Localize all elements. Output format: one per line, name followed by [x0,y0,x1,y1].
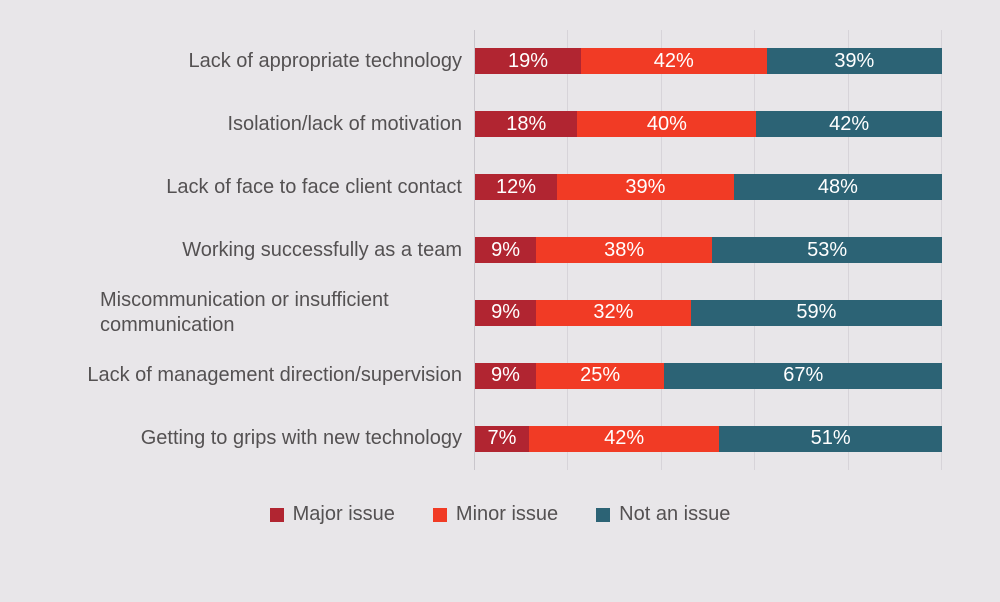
bar-segment-minor: 25% [535,362,665,389]
bar-segment-minor: 42% [580,48,767,75]
category-label: Lack of appropriate technology [188,49,462,72]
bar-row: Miscommunication or insufficient communi… [0,281,942,344]
chart-rows: Lack of appropriate technology 19% 42% 3… [0,30,942,470]
category-label: Getting to grips with new technology [140,427,462,450]
legend-label: Not an issue [619,503,731,525]
bar-value-label: 12% [496,175,537,198]
bar-segment-not: 53% [712,237,942,263]
bar-value-label: 39% [834,49,875,72]
legend-swatch-not [596,507,611,522]
stacked-bar: 9% 32% 59% [475,299,942,326]
chart-legend: Major issue Minor issue Not an issue [0,503,1000,526]
bar-value-label: 42% [829,112,870,135]
bar-segment-major: 7% [475,425,529,452]
bar-segment-minor: 32% [536,299,691,326]
bar-value-label: 42% [653,49,694,72]
stacked-bar: 7% 42% 51% [475,425,942,452]
bar-row: Lack of appropriate technology 19% 42% 3… [0,30,942,93]
bar-segment-not: 39% [766,48,942,75]
stacked-bar: 9% 25% 67% [475,362,942,389]
bar-value-label: 9% [490,364,520,387]
stacked-bar: 18% 40% 42% [475,111,942,138]
bar-segment-major: 19% [475,48,581,75]
bar-value-label: 51% [810,427,851,450]
bar-value-label: 7% [487,427,517,450]
bar-segment-not: 51% [719,425,942,452]
bar-value-label: 19% [507,49,548,72]
bar-segment-major: 9% [475,299,537,326]
category-label: Lack of face to face client contact [166,175,462,198]
bar-value-label: 40% [646,112,687,135]
bar-value-label: 42% [604,427,645,450]
category-label: Working successfully as a team [182,238,462,261]
bar-value-label: 67% [783,364,824,387]
legend-item-minor-issue: Minor issue [432,503,559,526]
legend-label: Minor issue [455,503,559,525]
category-label-text: Miscommunication or insufficient communi… [100,288,389,336]
bar-value-label: 48% [817,175,858,198]
bar-segment-minor: 39% [557,174,734,201]
bar-row: Lack of face to face client contact 12% … [0,156,942,219]
bar-value-label: 32% [593,301,634,324]
bar-segment-not: 42% [756,111,942,138]
legend-item-major-issue: Major issue [269,503,395,526]
legend-label: Major issue [292,503,395,525]
bar-row: Working successfully as a team 9% 38% 53… [0,219,942,282]
bar-row: Lack of management direction/supervision… [0,344,942,407]
bar-segment-minor: 38% [536,237,713,263]
stacked-bar: 19% 42% 39% [475,48,942,75]
stacked-bar: 9% 38% 53% [475,237,942,263]
bar-segment-major: 18% [475,111,578,138]
bar-segment-not: 59% [690,299,942,326]
bar-row: Isolation/lack of motivation 18% 40% 42% [0,93,942,156]
bar-segment-minor: 42% [528,425,720,452]
bar-value-label: 39% [625,175,666,198]
bar-segment-major: 9% [475,237,537,263]
bar-value-label: 59% [796,301,837,324]
gridline [474,30,475,470]
category-label: Lack of management direction/supervision [87,364,462,387]
stacked-bar: 12% 39% 48% [475,174,942,201]
bar-segment-not: 67% [664,362,942,389]
bar-row: Getting to grips with new technology 7% … [0,407,942,470]
bar-value-label: 9% [491,301,521,324]
category-label: Miscommunication or insufficient communi… [0,288,475,338]
bar-value-label: 38% [604,238,645,261]
bar-value-label: 9% [491,238,521,261]
category-label: Isolation/lack of motivation [227,112,462,135]
bar-segment-minor: 40% [577,111,757,138]
legend-item-not-an-issue: Not an issue [596,503,730,526]
bar-segment-not: 48% [733,174,942,201]
bar-value-label: 18% [506,112,547,135]
bar-value-label: 53% [807,238,848,261]
legend-swatch-major [269,507,284,522]
legend-swatch-minor [432,507,447,522]
bar-segment-major: 9% [475,362,536,389]
bar-segment-major: 12% [475,174,558,201]
bar-value-label: 25% [580,364,621,387]
